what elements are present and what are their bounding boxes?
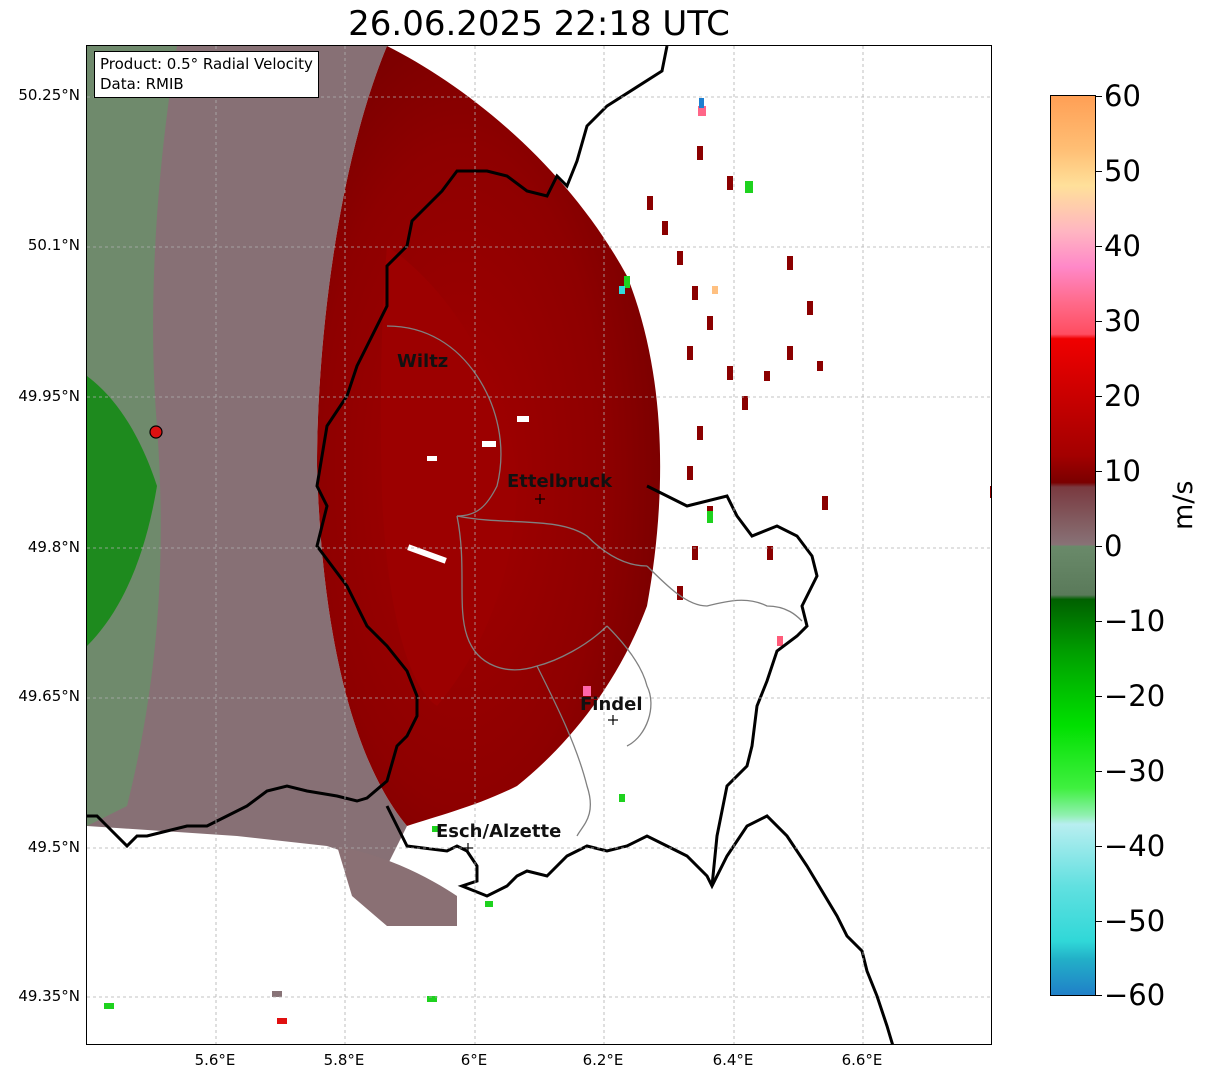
colorbar-tick-label: 60 (1104, 79, 1141, 113)
data-source-label: Data: RMIB (100, 75, 184, 93)
country-border-east (646, 484, 819, 887)
lat-label: 49.8°N (27, 538, 80, 556)
colorbar-tick-label: 10 (1104, 454, 1141, 488)
colorbar-tick-label: 0 (1104, 529, 1123, 563)
lat-label: 49.35°N (18, 987, 80, 1005)
colorbar-tick-label: −50 (1104, 904, 1166, 938)
colorbar-tick (1096, 396, 1102, 397)
lat-label: 50.1°N (27, 236, 80, 254)
colorbar-tick-label: −40 (1104, 829, 1166, 863)
product-info-box: Product: 0.5° Radial Velocity Data: RMIB (94, 51, 319, 98)
colorbar-tick-label: −60 (1104, 978, 1166, 1012)
radar-map-canvas (87, 46, 991, 1044)
lat-label: 50.25°N (18, 86, 80, 104)
radar-speckle (647, 146, 991, 600)
lon-label: 6.4°E (712, 1051, 754, 1069)
colorbar-tick-label: 40 (1104, 229, 1141, 263)
lat-label: 49.65°N (18, 687, 80, 705)
colorbar-tick (1096, 246, 1102, 247)
country-border (87, 46, 669, 849)
lon-label: 6.6°E (841, 1051, 883, 1069)
radar-speckle-colored (104, 98, 783, 1024)
colorbar-tick (1096, 96, 1102, 97)
map-title: 26.06.2025 22:18 UTC (348, 4, 730, 44)
colorbar-tick (1096, 771, 1102, 772)
colorbar-tick-label: −20 (1104, 679, 1166, 713)
colorbar-tick (1096, 321, 1102, 322)
colorbar-scale (1051, 96, 1095, 995)
colorbar-tick-label: 20 (1104, 379, 1141, 413)
city-markers (463, 494, 618, 853)
canton-borders (386, 325, 803, 837)
velocity-colorbar (1050, 95, 1096, 996)
velocity-strong-negative-zone (87, 376, 157, 646)
lon-label: 6.2°E (582, 1051, 624, 1069)
velocity-positive-core (380, 246, 517, 706)
colorbar-tick-label: −30 (1104, 754, 1166, 788)
velocity-zero-zone (87, 46, 407, 866)
colorbar-tick (1096, 621, 1102, 622)
colorbar-tick (1096, 995, 1102, 996)
city-label-wiltz: Wiltz (397, 351, 449, 372)
city-label-ettelbruck: Ettelbruck (507, 471, 613, 492)
velocity-zero-outcrop (337, 846, 457, 926)
product-label: Product: 0.5° Radial Velocity (100, 55, 313, 73)
colorbar-tick-label: 50 (1104, 154, 1141, 188)
colorbar-tick (1096, 171, 1102, 172)
colorbar-tick (1096, 921, 1102, 922)
colorbar-tick (1096, 846, 1102, 847)
city-label-findel: Findel (580, 694, 643, 715)
lat-label: 49.5°N (27, 838, 80, 856)
radar-gaps (407, 416, 529, 564)
lat-label: 49.95°N (18, 387, 80, 405)
colorbar-unit-label: m/s (1168, 480, 1199, 530)
radar-map[interactable] (86, 45, 992, 1045)
lon-label: 6°E (460, 1051, 488, 1069)
lon-label: 5.6°E (194, 1051, 236, 1069)
colorbar-tick (1096, 546, 1102, 547)
city-label-esch-alzette: Esch/Alzette (436, 821, 562, 842)
colorbar-tick (1096, 471, 1102, 472)
colorbar-tick (1096, 696, 1102, 697)
lon-label: 5.8°E (323, 1051, 365, 1069)
colorbar-tick-label: −10 (1104, 604, 1166, 638)
colorbar-tick-label: 30 (1104, 304, 1141, 338)
radar-site-marker (149, 425, 163, 439)
country-border-south (385, 805, 894, 1044)
